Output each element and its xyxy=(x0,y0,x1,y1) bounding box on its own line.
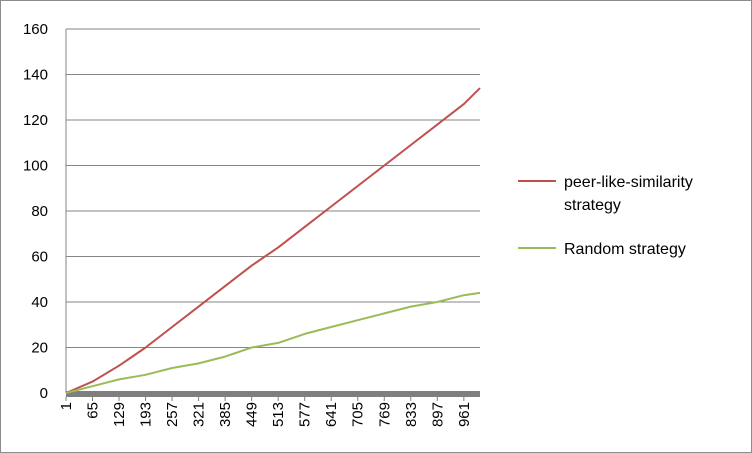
x-tick-label: 705 xyxy=(350,402,367,427)
x-tick-label: 577 xyxy=(297,402,314,427)
x-tick-label: 513 xyxy=(270,402,287,427)
y-tick-label: 160 xyxy=(23,21,48,38)
x-tick-label: 385 xyxy=(217,402,234,427)
y-tick-label: 120 xyxy=(23,112,48,129)
x-tick-label: 1 xyxy=(58,402,75,410)
legend-label: peer-like-similarity strategy xyxy=(564,174,693,214)
y-tick-label: 40 xyxy=(31,294,48,311)
x-tick-label: 129 xyxy=(111,402,128,427)
x-tick-label: 897 xyxy=(429,402,446,427)
x-tick-label: 769 xyxy=(376,402,393,427)
x-tick-label: 257 xyxy=(164,402,181,427)
x-tick-label: 961 xyxy=(456,402,473,427)
legend-label: Random strategy xyxy=(564,241,686,258)
x-tick-label: 321 xyxy=(191,402,208,427)
x-tick-label: 833 xyxy=(403,402,420,427)
y-tick-label: 0 xyxy=(40,385,48,402)
y-tick-label: 140 xyxy=(23,67,48,84)
y-tick-label: 60 xyxy=(31,249,48,266)
series-line-random xyxy=(65,291,481,394)
x-axis xyxy=(66,391,480,397)
x-tick-label: 65 xyxy=(85,402,102,419)
series-line-peer-like-similarity xyxy=(65,87,481,394)
y-tick-label: 100 xyxy=(23,158,48,175)
y-tick-label: 80 xyxy=(31,203,48,220)
x-tick-label: 449 xyxy=(244,402,261,427)
x-tick-label: 193 xyxy=(138,402,155,427)
x-tick-label: 641 xyxy=(323,402,340,427)
y-tick-label: 20 xyxy=(31,340,48,357)
